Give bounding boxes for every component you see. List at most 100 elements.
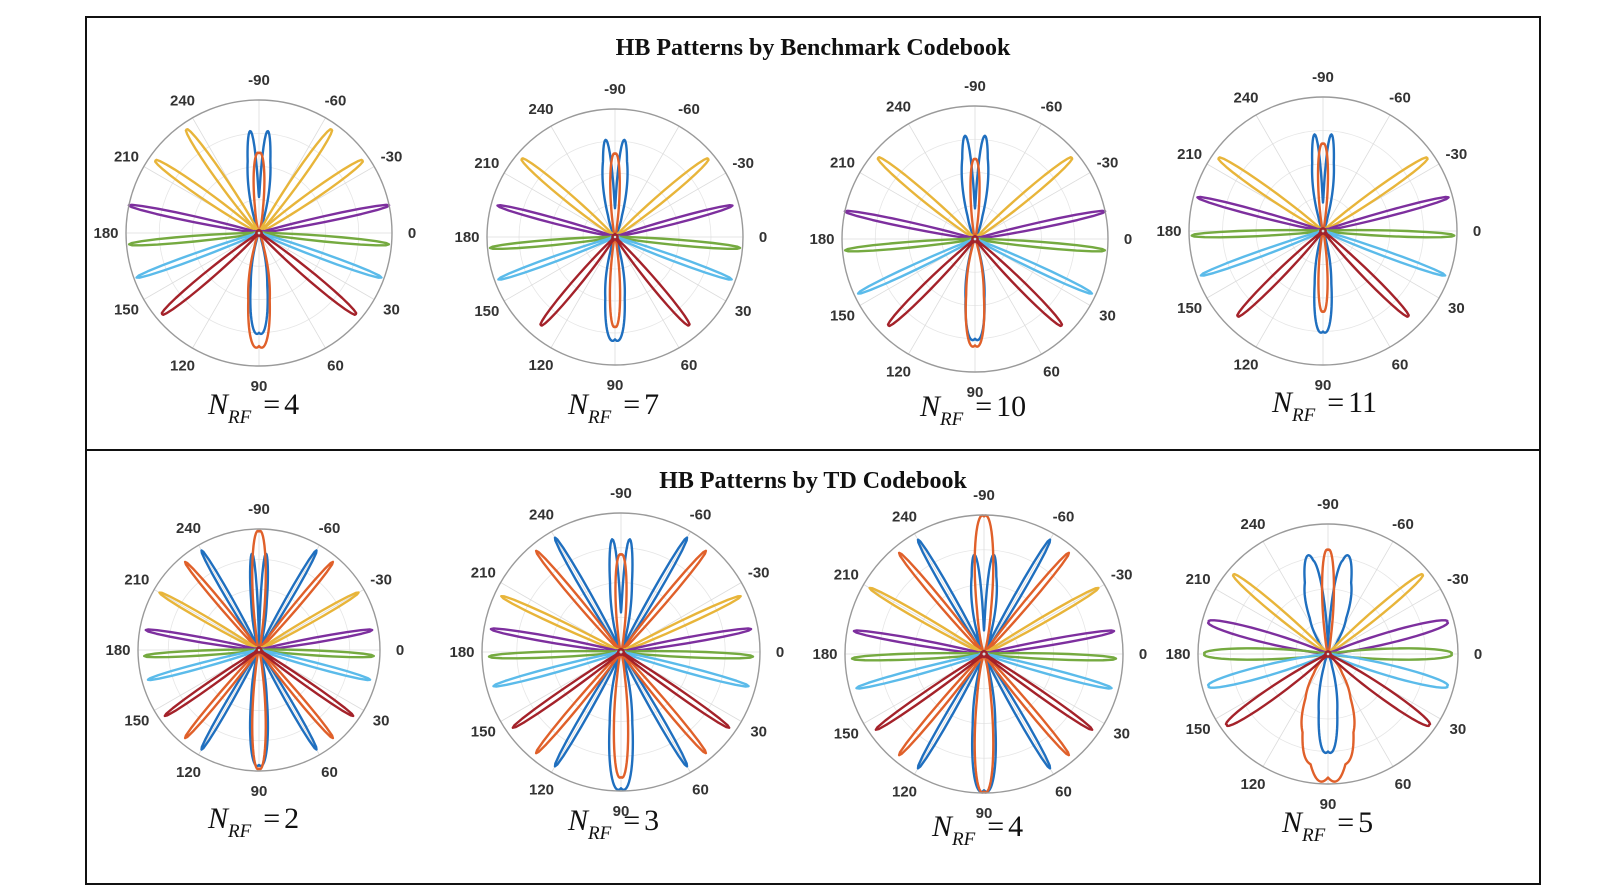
tick-label: 90	[613, 803, 630, 820]
tick-label: 90	[967, 384, 984, 401]
tick-label: 60	[681, 357, 698, 374]
nrf-value: 2	[284, 802, 300, 835]
tick-label: -90	[604, 81, 626, 98]
polar-chart-4: -90 -60 -30 0 30 60 90 120 150 180 210 240	[1156, 69, 1481, 394]
equals-sign: =	[263, 388, 281, 421]
equals-sign: =	[263, 802, 281, 835]
polar-outline	[481, 512, 761, 792]
grid-spoke	[859, 172, 1091, 306]
tick-label: 210	[471, 565, 496, 582]
nrf-label: NRF = 2	[208, 802, 300, 842]
grid-spoke	[1215, 588, 1441, 720]
nrf-symbol: N	[208, 388, 229, 421]
tick-label: -90	[248, 501, 270, 518]
tick-label: -90	[248, 72, 270, 89]
tick-label: 180	[812, 646, 837, 663]
tick-label: -60	[678, 101, 700, 118]
tick-label: 60	[327, 358, 344, 375]
nrf-symbol: N	[1272, 386, 1293, 419]
tick-label: -60	[1053, 508, 1075, 525]
polar-outline	[1188, 96, 1458, 366]
equals-sign: =	[975, 390, 993, 423]
tick-label: -30	[1446, 146, 1468, 163]
nrf-label: NRF = 7	[568, 388, 660, 428]
beam-series-7	[163, 646, 355, 718]
tick-label: 0	[759, 229, 767, 246]
tick-label: 30	[373, 713, 390, 730]
polar-outline	[486, 108, 744, 366]
tick-label: -60	[1389, 90, 1411, 107]
tick-label: 30	[383, 302, 400, 319]
tick-label: -30	[748, 565, 770, 582]
beam-series-7	[1236, 227, 1410, 318]
tick-label: 180	[93, 225, 118, 242]
nrf-subscript: RF	[228, 821, 252, 842]
tick-label: 150	[1186, 721, 1211, 738]
tick-label: 120	[886, 364, 911, 381]
tick-label: 240	[528, 101, 553, 118]
polar-chart-1: -90 -60 -30 0 30 60 90 120 150 180 210 240	[93, 72, 416, 395]
nrf-value: 10	[996, 390, 1027, 423]
equals-sign: =	[1327, 386, 1345, 419]
nrf-label: NRF = 3	[568, 804, 660, 844]
tick-label: 0	[1124, 231, 1132, 248]
equals-sign: =	[623, 388, 641, 421]
tick-label: 150	[124, 713, 149, 730]
tick-label: 90	[1320, 796, 1337, 813]
tick-label: 240	[1233, 90, 1258, 107]
nrf-value: 11	[1348, 386, 1378, 419]
tick-label: 120	[1240, 776, 1265, 793]
grid-spoke	[863, 584, 1105, 724]
polar-chart-8: -90 -60 -30 0 30 60 90 120 150 180 210 240	[1165, 496, 1482, 813]
tick-label: -30	[1111, 567, 1133, 584]
tick-label: 60	[1055, 784, 1072, 801]
tick-label: 60	[321, 764, 338, 781]
tick-label: -90	[1317, 496, 1339, 513]
panel-title: HB Patterns by Benchmark Codebook	[615, 35, 1011, 61]
tick-label: 120	[529, 782, 554, 799]
tick-label: 30	[1448, 300, 1465, 317]
tick-label: 240	[529, 506, 554, 523]
polar-chart-6: -90 -60 -30 0 30 60 90 120 150 180 210 240	[449, 485, 784, 820]
tick-label: 150	[1177, 300, 1202, 317]
tick-label: 60	[1395, 776, 1412, 793]
tick-label: 240	[170, 92, 195, 109]
tick-label: 120	[892, 784, 917, 801]
tick-label: -30	[732, 155, 754, 172]
tick-label: -90	[610, 485, 632, 502]
nrf-symbol: N	[208, 802, 229, 835]
tick-label: 0	[1139, 646, 1147, 663]
nrf-value: 7	[644, 388, 660, 421]
nrf-symbol: N	[932, 810, 953, 843]
nrf-subscript: RF	[940, 409, 964, 430]
tick-label: 150	[114, 302, 139, 319]
tick-label: 0	[1473, 223, 1481, 240]
tick-label: 180	[1156, 223, 1181, 240]
equals-sign: =	[623, 804, 641, 837]
beam-series-7	[1224, 650, 1432, 728]
nrf-subscript: RF	[1292, 405, 1316, 426]
polar-outline	[844, 514, 1124, 794]
polar-chart-7: -90 -60 -30 0 30 60 90 120 150 180 210 240	[812, 487, 1147, 822]
grid-spoke	[500, 582, 742, 722]
nrf-value: 3	[644, 804, 660, 837]
polar-outline	[1197, 523, 1459, 785]
tick-label: 60	[692, 782, 709, 799]
tick-label: -90	[973, 487, 995, 504]
tick-label: 90	[607, 377, 624, 394]
tick-label: 180	[454, 229, 479, 246]
tick-label: 0	[776, 644, 784, 661]
nrf-value: 4	[284, 388, 300, 421]
tick-label: 0	[408, 225, 416, 242]
tick-label: 0	[396, 642, 404, 659]
tick-label: -90	[964, 78, 986, 95]
nrf-label: NRF = 11	[1272, 386, 1378, 426]
tick-label: 150	[830, 308, 855, 325]
polar-chart-5: -90 -60 -30 0 30 60 90 120 150 180 210 240	[105, 501, 404, 800]
polar-chart-3: -90 -60 -30 0 30 60 90 120 150 180 210 240	[809, 78, 1132, 401]
nrf-label: NRF = 4	[932, 810, 1023, 850]
tick-label: 240	[892, 508, 917, 525]
tick-label: 60	[1392, 356, 1409, 373]
tick-label: 210	[124, 572, 149, 589]
nrf-symbol: N	[920, 390, 941, 423]
